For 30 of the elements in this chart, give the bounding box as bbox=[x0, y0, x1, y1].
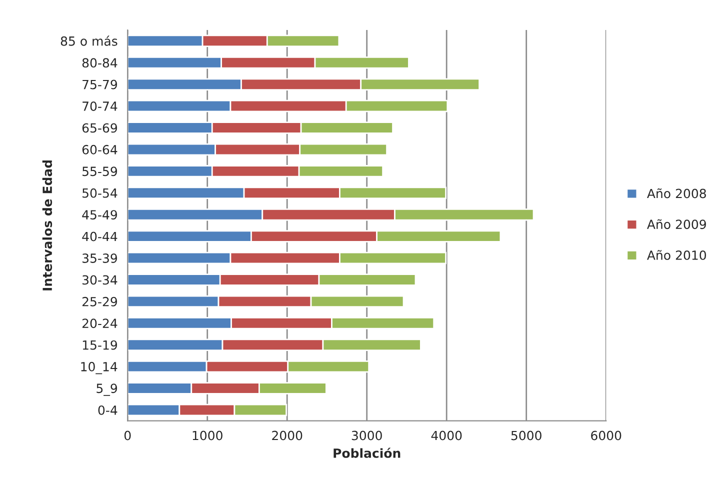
x-tick-label: 3000 bbox=[352, 430, 382, 440]
x-tick-label: 0 bbox=[124, 430, 131, 440]
x-tick-label: 4000 bbox=[431, 430, 462, 440]
y-tick-label: 80-84 bbox=[82, 58, 118, 68]
legend-label: Año 2009 bbox=[647, 219, 706, 230]
x-tick-label: 2000 bbox=[272, 430, 302, 440]
y-tick-label: 45-49 bbox=[82, 210, 117, 220]
x-tick-label: 5000 bbox=[511, 430, 542, 440]
y-tick-label: 10_14 bbox=[81, 362, 118, 374]
y-tick-label: 35-39 bbox=[82, 253, 117, 263]
legend-label: Año 2008 bbox=[647, 188, 706, 198]
y-tick-label: 40-44 bbox=[82, 232, 118, 242]
x-axis-title: Población bbox=[334, 448, 400, 458]
y-tick-label: 60-64 bbox=[82, 144, 118, 154]
y-tick-label: 70-74 bbox=[82, 102, 118, 111]
x-tick-label: 1000 bbox=[192, 430, 222, 440]
y-tick-label: 0-4 bbox=[98, 405, 118, 415]
y-tick-label: 20-24 bbox=[82, 318, 118, 328]
y-tick-label: 55-59 bbox=[82, 166, 117, 176]
y-tick-label: 50-54 bbox=[82, 188, 118, 198]
y-tick-label: 85 o más bbox=[60, 36, 118, 46]
y-tick-label: 65-69 bbox=[82, 123, 117, 133]
y-tick-label: 75-79 bbox=[82, 80, 117, 90]
legend-label: Año 2010 bbox=[647, 250, 706, 260]
y-tick-label: 25-29 bbox=[82, 296, 117, 306]
y-tick-label: 5_9 bbox=[96, 384, 117, 396]
x-tick-label: 6000 bbox=[591, 430, 622, 440]
y-tick-label: 15-19 bbox=[82, 340, 117, 350]
y-tick-label: 30-34 bbox=[82, 275, 118, 285]
y-axis-title: Intervalos de Edad bbox=[42, 160, 52, 290]
